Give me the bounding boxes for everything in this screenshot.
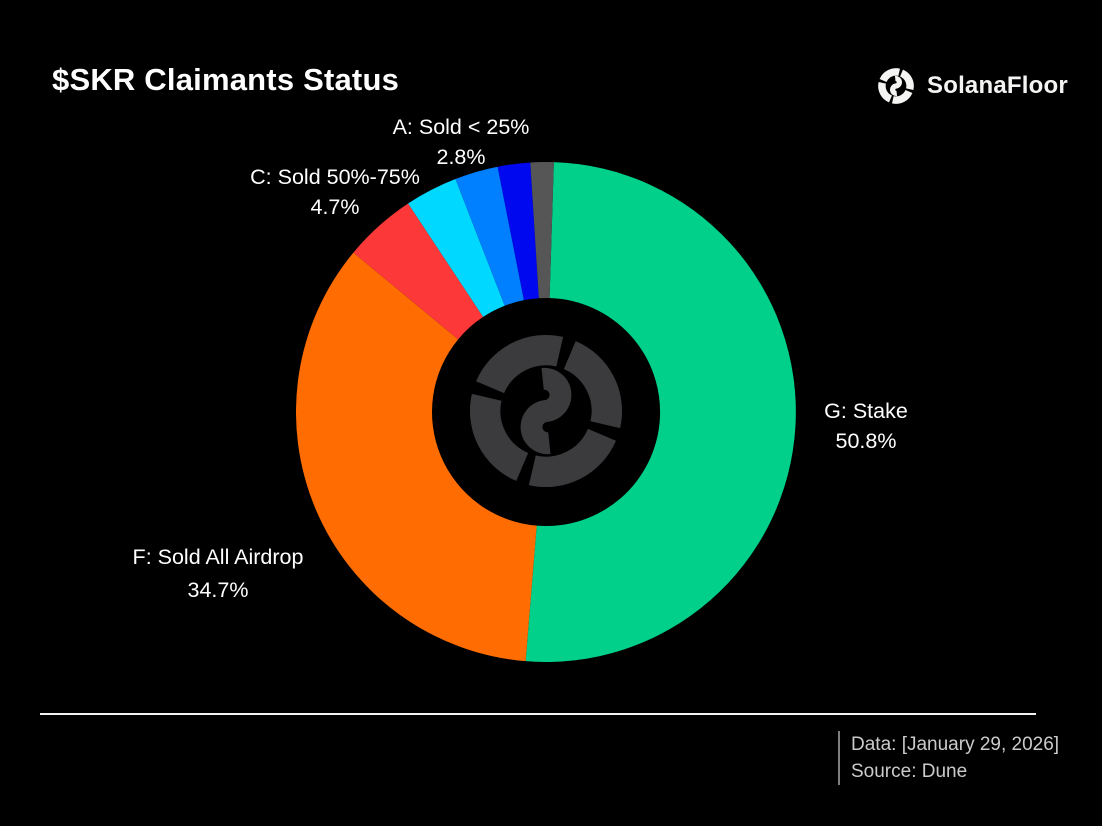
- slice-label-a: A: Sold < 25% 2.8%: [393, 112, 530, 172]
- solanafloor-pinwheel-icon: [874, 64, 918, 108]
- donut-chart: [296, 162, 796, 662]
- slice-label-c-name: C: Sold 50%-75%: [250, 165, 420, 189]
- slice-label-g-name: G: Stake: [824, 399, 908, 423]
- page-title: $SKR Claimants Status: [52, 62, 400, 97]
- slice-label-f: F: Sold All Airdrop 34.7%: [133, 541, 304, 607]
- pie-slice-unlabeled-5[interactable]: [497, 162, 539, 301]
- pie-slice-f[interactable]: [296, 252, 537, 662]
- pie-slice-a[interactable]: [455, 166, 524, 306]
- brand-name: SolanaFloor: [927, 72, 1068, 99]
- slice-label-f-name: F: Sold All Airdrop: [132, 545, 304, 569]
- chart-center-watermark-icon: [451, 316, 641, 506]
- pie-slice-g[interactable]: [525, 162, 796, 662]
- footer-divider-line: [40, 713, 1036, 715]
- brand: SolanaFloor: [874, 64, 1068, 108]
- footer-source-line: Source: Dune: [851, 761, 968, 782]
- slice-label-g-percent: 50.8%: [835, 429, 897, 453]
- footer-data-line: Data: [January 29, 2026]: [851, 734, 1060, 755]
- pie-slice-unlabeled-3[interactable]: [408, 178, 505, 317]
- slice-label-c: C: Sold 50%-75% 4.7%: [250, 162, 420, 222]
- slice-label-a-name: A: Sold < 25%: [392, 115, 530, 139]
- slice-label-c-percent: 4.7%: [310, 195, 360, 219]
- slice-label-a-percent: 2.8%: [436, 145, 486, 169]
- slice-label-g: G: Stake 50.8%: [824, 396, 908, 456]
- footer-note: Data: [January 29, 2026] Source: Dune: [838, 731, 1059, 785]
- pie-slice-c[interactable]: [353, 203, 484, 340]
- slice-label-f-percent: 34.7%: [187, 578, 249, 602]
- pie-slice-unlabeled-6[interactable]: [530, 162, 554, 299]
